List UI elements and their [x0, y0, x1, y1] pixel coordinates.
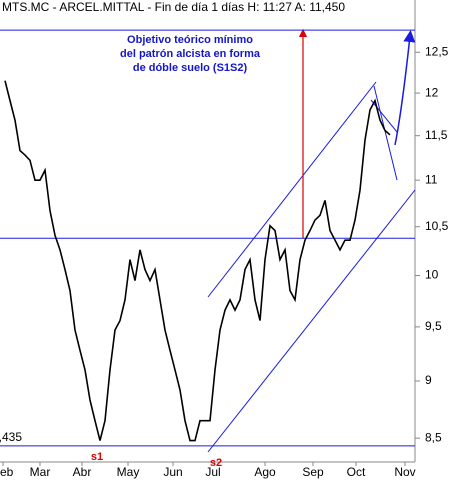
y-tick-label: 11,5: [425, 128, 448, 142]
x-tick-label: Feb: [0, 465, 14, 479]
y-tick-label: 8,5: [425, 430, 442, 444]
x-tick-label: May: [117, 465, 140, 479]
x-tick-label: Ago: [254, 465, 276, 479]
x-tick-label: Nov: [394, 465, 415, 479]
x-tick-label: Jun: [163, 465, 182, 479]
price-line: [4, 80, 391, 442]
x-tick-label: Abr: [73, 465, 92, 479]
y-tick-label: 11: [425, 172, 438, 186]
x-tick-label: Mar: [30, 465, 51, 479]
y-tick-label: 12: [425, 85, 439, 99]
level-label: 8,435: [0, 430, 22, 444]
y-tick-label: 12,5: [425, 44, 449, 58]
x-tick-label: Sep: [302, 465, 324, 479]
y-tick-label: 10,5: [425, 219, 449, 233]
annotation: Objetivo teórico mínimo: [127, 34, 253, 46]
title-bg: [0, 0, 340, 16]
x-tick-label: Jul: [205, 465, 220, 479]
y-tick-label: 10: [425, 268, 439, 282]
trend-lines: [207, 30, 416, 453]
x-tick-label: Oct: [347, 465, 366, 479]
y-tick-label: 9: [425, 373, 432, 387]
y-tick-label: 9,5: [425, 319, 442, 333]
point-label: s1: [91, 451, 103, 463]
chart-title: MTS.MC - ARCEL.MITTAL - Fin de día 1 día…: [2, 0, 345, 14]
annotation: de dóble suelo (S1S2): [133, 62, 248, 74]
annotation: del patrón alcista en forma: [120, 48, 261, 60]
